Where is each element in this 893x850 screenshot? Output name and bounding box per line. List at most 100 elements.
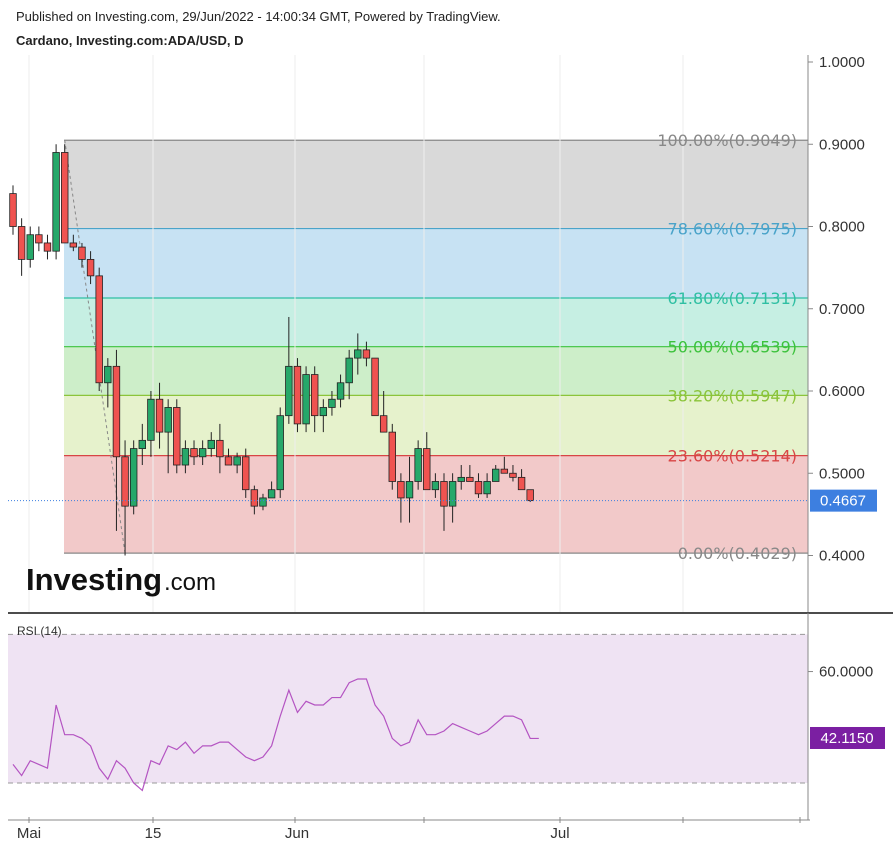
candle-body: [526, 489, 534, 502]
candle-body: [224, 456, 233, 466]
fib-zone: [64, 297, 808, 347]
candle-body: [319, 407, 328, 417]
candle-body: [43, 242, 52, 252]
fib-level-label: 23.60%(0.5214): [668, 447, 797, 466]
candle-body: [121, 456, 129, 507]
candle-body: [336, 382, 345, 400]
rsi-line: [12, 678, 539, 792]
fibonacci-zones: [64, 139, 808, 554]
rsi-title: RSI (14): [17, 624, 62, 638]
logo-main: Investing: [26, 562, 162, 597]
instrument-title: Cardano, Investing.com:ADA/USD, D: [16, 33, 244, 48]
candle-body: [448, 481, 457, 507]
candle-body: [69, 242, 78, 248]
candle-body: [328, 398, 336, 408]
candle-body: [147, 398, 155, 441]
candle-body: [423, 448, 431, 491]
price-tick-label: 0.9000: [819, 136, 865, 153]
fib-zone: [64, 228, 808, 298]
rsi-value-badge: [810, 726, 885, 749]
candle-body: [457, 476, 465, 482]
fib-zone: [64, 395, 808, 456]
last-price-text: 0.4667: [820, 493, 866, 510]
candle-body: [233, 456, 241, 466]
candle-body: [95, 275, 103, 384]
rsi-tick-label: 60.0000: [819, 664, 873, 681]
candle-body: [52, 152, 60, 252]
candle-body: [17, 226, 26, 260]
candle-body: [26, 234, 34, 260]
candle-body: [483, 481, 491, 495]
time-tick-label: Jun: [285, 825, 309, 842]
candle-body: [345, 357, 353, 384]
candle-body: [517, 476, 526, 491]
fib-zone: [64, 455, 808, 554]
candle-body: [302, 374, 310, 425]
price-tick-label: 0.6000: [819, 383, 865, 400]
candle-body: [35, 234, 43, 244]
candle-body: [190, 448, 198, 458]
time-tick-label: Mai: [17, 825, 41, 842]
candle-body: [293, 365, 302, 425]
axes: 0.4667 1.0000 0.9000 0.8000 0.7000 0.6000 0.50…: [8, 54, 893, 842]
logo-suffix: .com: [164, 569, 216, 596]
rsi-band-fill: [8, 634, 808, 783]
candle-body: [388, 431, 396, 482]
price-tick-label: 0.7000: [819, 301, 865, 318]
candle-body: [492, 468, 500, 482]
candle-body: [405, 481, 414, 499]
candle-body: [371, 357, 379, 417]
fib-level-label: 50.00%(0.6539): [668, 338, 797, 357]
candle-body: [207, 439, 215, 449]
candle-body: [466, 476, 474, 482]
candle-body: [242, 456, 250, 491]
time-tick-label: Jul: [550, 825, 569, 842]
candle-body: [164, 407, 172, 433]
candle-body: [129, 448, 138, 507]
rsi-value-text: 42.1150: [820, 730, 873, 747]
fib-level-label: 38.20%(0.5947): [668, 386, 797, 405]
candlestick-series: [9, 144, 534, 556]
price-tick-label: 0.4000: [819, 548, 865, 565]
fib-level-label: 61.80%(0.7131): [668, 289, 797, 308]
price-tick-label: 0.5000: [819, 465, 865, 482]
candle-body: [155, 398, 164, 433]
candle-body: [104, 365, 112, 384]
published-caption: Published on Investing.com, 29/Jun/2022 …: [16, 9, 501, 24]
candle-body: [474, 481, 483, 495]
price-tick-label: 1.0000: [819, 54, 865, 71]
candle-body: [9, 193, 17, 227]
last-price-badge: [810, 489, 877, 512]
candle-body: [259, 497, 267, 507]
candle-body: [379, 415, 388, 433]
fib-level-label: 0.00%(0.4029): [678, 544, 797, 563]
candle-body: [61, 152, 69, 244]
candle-body: [267, 489, 276, 499]
candle-body: [86, 258, 95, 277]
fib-zone: [64, 346, 808, 396]
candle-body: [509, 472, 517, 478]
candle-body: [216, 439, 224, 458]
candle-body: [414, 448, 422, 482]
time-tick-label: 15: [145, 825, 162, 842]
candle-body: [362, 349, 371, 359]
fib-level-label: 100.00%(0.9049): [657, 131, 797, 150]
candle-body: [276, 415, 284, 491]
candle-body: [173, 407, 181, 466]
fib-level-label: 78.60%(0.7975): [668, 220, 797, 239]
candle-body: [397, 481, 405, 499]
candle-body: [250, 489, 259, 507]
fib-zone: [64, 140, 808, 229]
candle-body: [78, 246, 86, 260]
rsi-panel: RSI (14) 60.0000 42.1150: [8, 613, 885, 820]
price-tick-label: 0.8000: [819, 219, 865, 236]
grid-lines: [28, 55, 684, 612]
candle-body: [354, 349, 362, 359]
candle-body: [112, 365, 121, 458]
candle-body: [500, 468, 509, 474]
candle-body: [310, 374, 319, 417]
candle-body: [181, 448, 190, 466]
candle-body: [431, 481, 440, 491]
candle-body: [138, 439, 146, 449]
